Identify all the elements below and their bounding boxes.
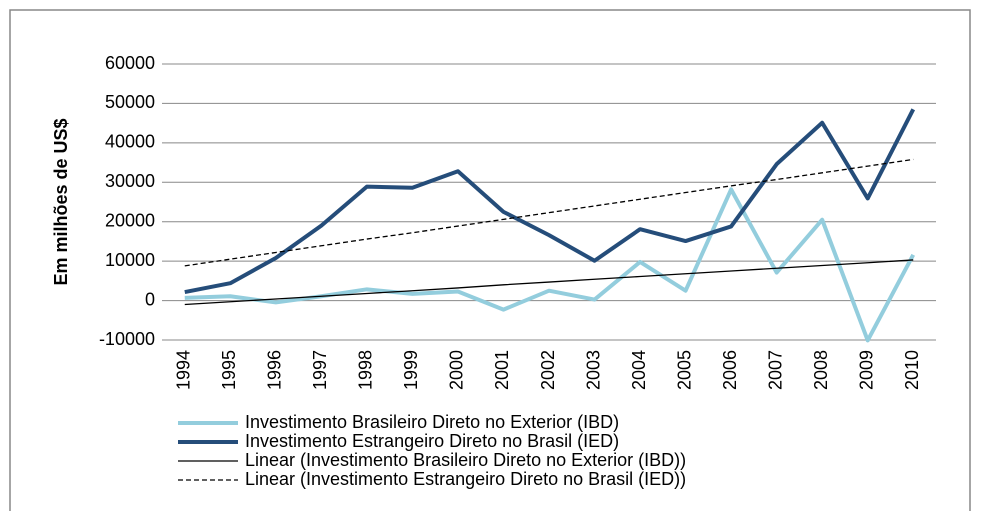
x-tick-label: 2006	[720, 350, 740, 390]
legend-label: Investimento Brasileiro Direto no Exteri…	[245, 412, 619, 432]
chart-border	[9, 9, 971, 511]
x-tick-label: 2008	[811, 350, 831, 390]
y-tick-label: 10000	[105, 250, 155, 270]
legend-label: Linear (Investimento Brasileiro Direto n…	[245, 450, 686, 470]
series-line	[184, 158, 914, 267]
y-tick-label: 20000	[105, 210, 155, 230]
y-tick-label: 30000	[105, 171, 155, 191]
x-tick-label: 2002	[538, 350, 558, 390]
y-tick-label: -10000	[99, 329, 155, 349]
series-line	[184, 108, 916, 295]
x-tick-label: 2004	[629, 350, 649, 390]
x-tick-label: 1998	[356, 350, 376, 390]
x-tick-label: 1997	[310, 350, 330, 390]
y-tick-label: 50000	[105, 92, 155, 112]
y-tick-label: 40000	[105, 132, 155, 152]
x-tick-label: 2010	[902, 350, 922, 390]
x-tick-label: 1995	[219, 350, 239, 390]
x-tick-label: 2005	[674, 350, 694, 390]
series-line	[184, 259, 914, 306]
x-tick-label: 2003	[583, 350, 603, 390]
x-tick-label: 2000	[447, 350, 467, 390]
series-line	[184, 187, 916, 343]
y-axis-label: Em milhões de US$	[51, 118, 71, 285]
x-tick-label: 2001	[492, 350, 512, 390]
y-tick-label: 60000	[105, 53, 155, 73]
x-tick-label: 1994	[174, 350, 194, 390]
x-tick-label: 1996	[265, 350, 285, 390]
x-tick-label: 2009	[856, 350, 876, 390]
legend-label: Investimento Estrangeiro Direto no Brasi…	[245, 431, 619, 451]
y-tick-label: 0	[145, 289, 155, 309]
legend-label: Linear (Investimento Estrangeiro Direto …	[245, 469, 686, 489]
x-tick-label: 2007	[765, 350, 785, 390]
x-tick-label: 1999	[401, 350, 421, 390]
